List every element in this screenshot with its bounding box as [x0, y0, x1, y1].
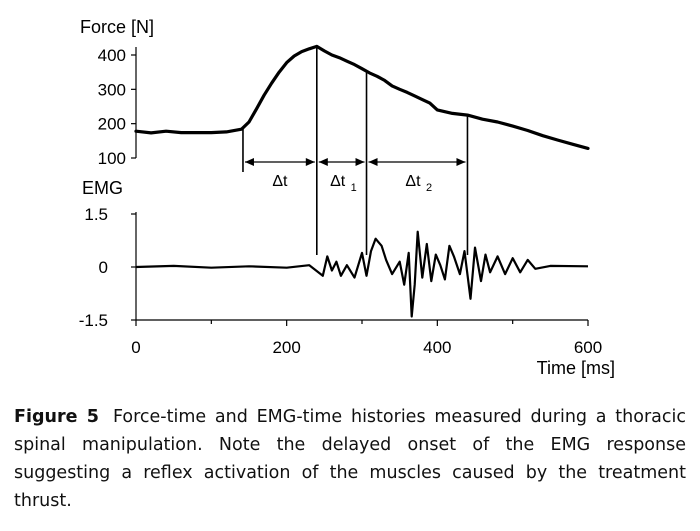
x-axis-title: Time [ms] — [537, 358, 615, 378]
interval-arrowhead-left — [318, 158, 328, 166]
force-y-tick-label: 300 — [98, 80, 126, 99]
force-axis-title: Force [N] — [80, 17, 154, 37]
x-tick-label: 600 — [574, 338, 602, 357]
force-curve — [134, 44, 590, 150]
figure-label: Figure 5 — [14, 407, 99, 427]
force-y-tick-label: 200 — [98, 115, 126, 134]
x-tick-label: 0 — [131, 338, 140, 357]
caption-text: Force-time and EMG-time histories measur… — [14, 407, 686, 511]
interval-label: Δt — [330, 173, 346, 190]
interval-arrowhead-right — [456, 158, 466, 166]
emg-y-tick-label: 0 — [99, 258, 108, 277]
force-y-tick-label: 400 — [98, 46, 126, 65]
interval-arrowhead-left — [368, 158, 378, 166]
emg-axis-title: EMG — [82, 178, 123, 198]
interval-label-subscript: 1 — [351, 182, 357, 194]
force-y-tick-label: 100 — [98, 149, 126, 168]
interval-label: Δt — [405, 173, 421, 190]
interval-arrowhead-right — [355, 158, 365, 166]
interval-label-subscript: 2 — [426, 182, 432, 194]
interval-arrowhead-left — [244, 158, 254, 166]
x-tick-label: 400 — [423, 338, 451, 357]
figure-chart: 100 200 300 400 Force [N] Δt Δt 1 Δt 2 EMG 1.5 0 -1.5… — [79, 17, 615, 378]
emg-y-tick-label: 1.5 — [84, 205, 108, 224]
figure-caption: Figure 5 Force-time and EMG-time historie… — [14, 403, 686, 515]
x-tick-label: 200 — [272, 338, 300, 357]
interval-label: Δt — [272, 173, 288, 190]
emg-y-tick-label: -1.5 — [79, 311, 108, 330]
emg-trace — [135, 230, 589, 318]
interval-arrowhead-right — [305, 158, 315, 166]
